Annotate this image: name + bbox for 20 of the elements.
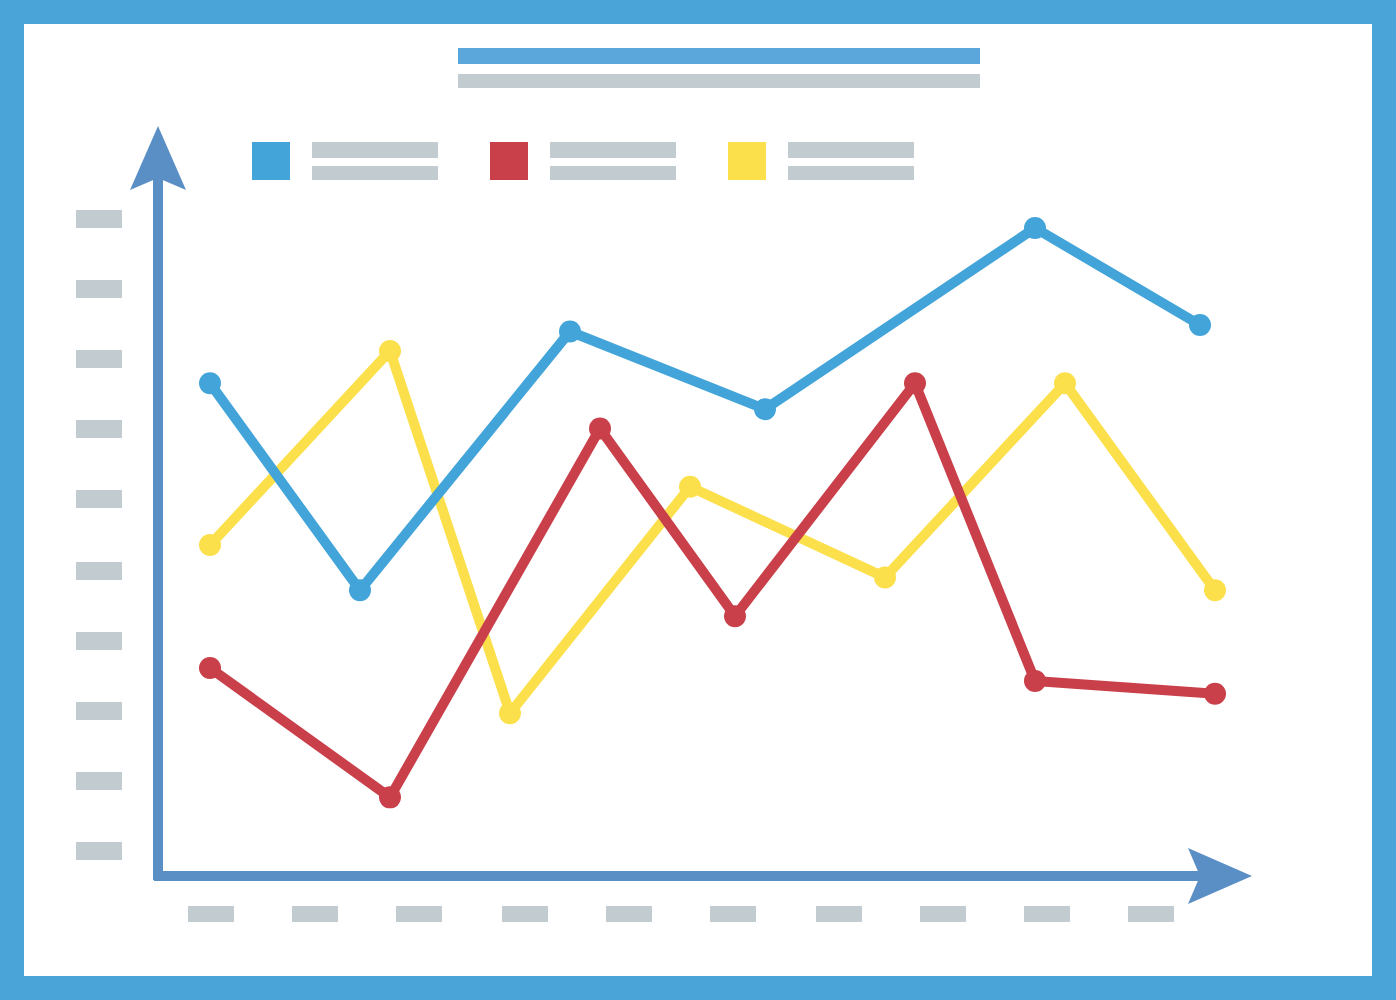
point — [1204, 682, 1226, 705]
point — [1024, 669, 1046, 692]
point — [199, 534, 221, 557]
point — [199, 656, 221, 679]
point — [874, 566, 896, 589]
point — [904, 372, 926, 395]
point — [379, 339, 401, 362]
point — [499, 702, 521, 725]
point — [379, 786, 401, 809]
point — [1204, 579, 1226, 602]
point — [754, 398, 776, 421]
point — [559, 320, 581, 343]
point — [724, 605, 746, 628]
point — [1054, 372, 1076, 395]
point — [349, 579, 371, 602]
point — [589, 417, 611, 440]
point — [199, 372, 221, 395]
point — [679, 475, 701, 498]
point — [1189, 314, 1211, 337]
point — [1024, 217, 1046, 239]
